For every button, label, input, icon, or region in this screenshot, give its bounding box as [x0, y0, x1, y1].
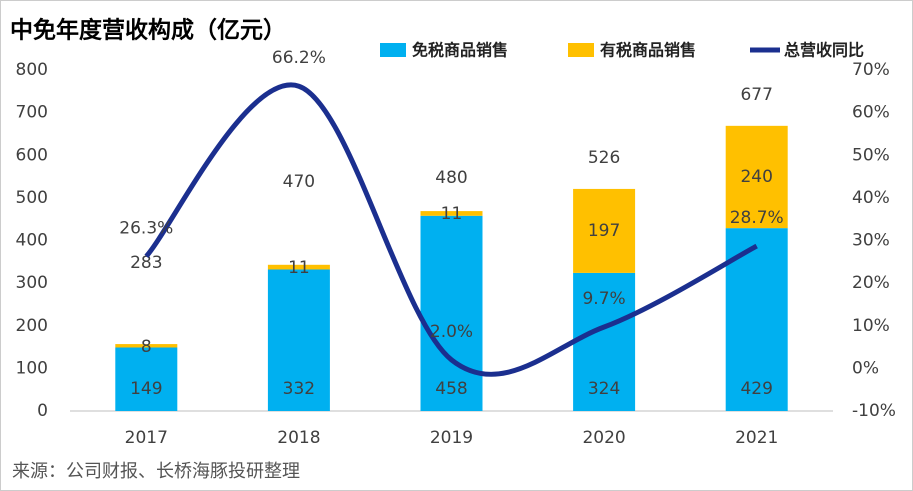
bar — [420, 211, 483, 216]
line-label: 28.7% — [730, 208, 784, 228]
bar — [725, 125, 788, 229]
y2-tick-label: 70% — [852, 60, 890, 80]
bar — [573, 188, 636, 273]
y2-tick-label: 60% — [852, 103, 890, 123]
legend-label: 免税商品销售 — [412, 41, 508, 60]
x-tick-label: 2020 — [582, 428, 625, 448]
y2-tick-label: 10% — [852, 316, 890, 336]
x-tick-label: 2018 — [277, 428, 320, 448]
source: 来源：公司财报、长桥海豚投研整理 — [12, 461, 300, 482]
y-tick-label: 0 — [37, 401, 48, 421]
y-tick-label: 700 — [16, 103, 48, 123]
legend-swatch — [568, 43, 594, 57]
bar — [267, 269, 330, 411]
y2-tick-label: 20% — [852, 273, 890, 293]
line-label: 2.0% — [430, 322, 473, 342]
data-label: 8 — [141, 337, 152, 357]
y2-tick-label: 0% — [852, 358, 879, 378]
data-label: 324 — [588, 379, 620, 399]
data-label: 429 — [740, 379, 772, 399]
total-label: 470 — [283, 172, 315, 192]
line — [144, 82, 758, 377]
data-label: 11 — [288, 258, 310, 278]
y2-tick-label: 50% — [852, 145, 890, 165]
y-tick-label: 800 — [16, 60, 48, 80]
y2-tick-label: -10% — [852, 401, 896, 421]
total-label: 480 — [435, 168, 467, 188]
data-label: 149 — [130, 379, 162, 399]
bar — [115, 347, 178, 411]
x-tick-label: 2019 — [430, 428, 473, 448]
line-label: 66.2% — [272, 48, 326, 68]
bar — [420, 215, 483, 411]
total-label: 677 — [740, 85, 772, 105]
y-tick-label: 600 — [16, 145, 48, 165]
legend-swatch — [380, 43, 406, 57]
legend-label: 总营收同比 — [784, 41, 864, 60]
y-tick-label: 100 — [16, 358, 48, 378]
line-label: 26.3% — [119, 218, 173, 238]
y-tick-label: 500 — [16, 188, 48, 208]
data-label: 197 — [588, 221, 620, 241]
bar — [115, 344, 178, 348]
bar — [267, 264, 330, 270]
data-label: 240 — [740, 167, 772, 187]
y2-tick-label: 30% — [852, 231, 890, 251]
y-tick-label: 400 — [16, 231, 48, 251]
legend-label: 有税商品销售 — [600, 41, 696, 60]
bar — [573, 272, 636, 411]
x-tick-label: 2017 — [125, 428, 168, 448]
data-label: 11 — [441, 204, 463, 224]
chart-title: 中免年度营收构成（亿元） — [10, 17, 286, 44]
total-label: 526 — [588, 148, 620, 168]
y-tick-label: 200 — [16, 316, 48, 336]
data-label: 458 — [435, 379, 467, 399]
x-tick-label: 2021 — [735, 428, 778, 448]
y2-tick-label: 40% — [852, 188, 890, 208]
y-tick-label: 300 — [16, 273, 48, 293]
data-label: 332 — [283, 379, 315, 399]
line-label: 9.7% — [582, 289, 625, 309]
total-label: 283 — [130, 253, 162, 273]
